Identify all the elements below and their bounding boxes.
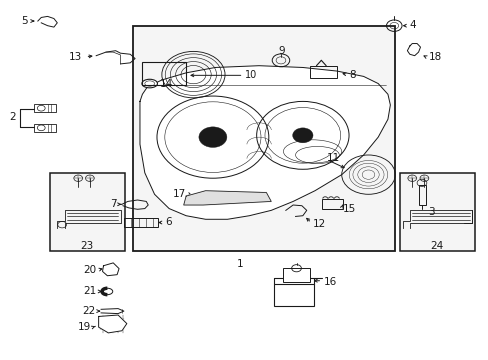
Text: 4: 4 (409, 19, 416, 30)
Polygon shape (140, 66, 389, 219)
Text: 6: 6 (164, 217, 171, 227)
Text: 2: 2 (9, 112, 16, 122)
Text: 17: 17 (173, 189, 186, 199)
Bar (50, 173, 125, 251)
Text: 22: 22 (82, 306, 95, 316)
Circle shape (292, 128, 312, 143)
Polygon shape (99, 315, 126, 333)
Text: 21: 21 (83, 287, 96, 296)
Text: 13: 13 (68, 52, 81, 62)
Bar (322, 199, 342, 208)
Text: 8: 8 (348, 69, 355, 80)
Bar (283, 268, 309, 282)
Text: 15: 15 (343, 203, 356, 213)
Bar (273, 284, 313, 306)
Bar (399, 173, 474, 251)
Text: 12: 12 (312, 219, 325, 229)
Bar (309, 66, 336, 78)
Bar (132, 26, 394, 251)
Text: 10: 10 (244, 70, 256, 80)
Bar (142, 62, 186, 85)
Bar (418, 185, 425, 205)
Bar (34, 104, 56, 112)
Bar (34, 124, 56, 132)
Text: 5: 5 (21, 16, 28, 26)
Text: 14: 14 (159, 78, 172, 89)
Text: 23: 23 (80, 242, 93, 251)
Text: 19: 19 (78, 322, 91, 332)
Text: 20: 20 (83, 265, 96, 275)
Circle shape (199, 127, 226, 147)
Text: 3: 3 (427, 207, 434, 217)
Text: 11: 11 (326, 153, 340, 163)
Bar (123, 218, 158, 227)
Text: 7: 7 (110, 199, 116, 209)
Text: 18: 18 (428, 53, 442, 63)
Text: 16: 16 (323, 277, 336, 287)
Text: 1: 1 (236, 259, 243, 269)
Ellipse shape (142, 79, 157, 88)
Text: 24: 24 (429, 242, 442, 251)
Polygon shape (183, 191, 271, 205)
Text: 9: 9 (278, 46, 285, 56)
